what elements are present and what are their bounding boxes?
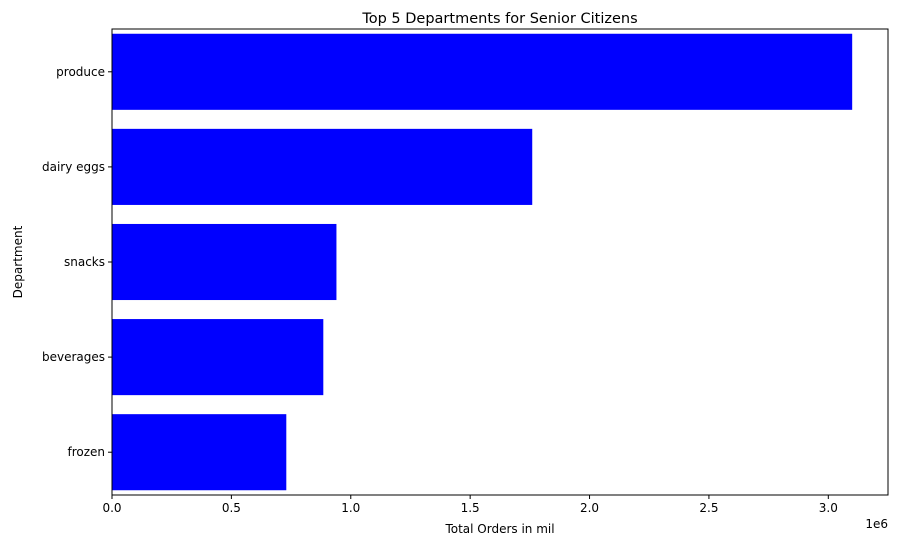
x-tick-label: 3.0 xyxy=(819,501,838,515)
x-tick-label: 1.5 xyxy=(461,501,480,515)
y-tick-label: dairy eggs xyxy=(42,160,105,174)
y-tick-label: produce xyxy=(56,65,105,79)
x-axis-ticks: 0.0 0.5 1.0 1.5 2.0 2.5 3.0 xyxy=(102,495,838,515)
y-tick-label: frozen xyxy=(67,445,105,459)
bar-snacks xyxy=(112,223,337,301)
x-tick-label: 2.5 xyxy=(699,501,718,515)
bar-beverages xyxy=(112,319,324,396)
y-tick-label: snacks xyxy=(64,255,105,269)
x-tick-label: 0.0 xyxy=(102,501,121,515)
x-tick-label: 1.0 xyxy=(341,501,360,515)
y-tick-label: beverages xyxy=(42,350,105,364)
bar-frozen xyxy=(112,414,287,491)
x-axis-offset-label: 1e6 xyxy=(865,517,888,531)
bar-dairy-eggs xyxy=(112,128,533,205)
y-axis-label: Department xyxy=(11,225,25,298)
x-axis-label: Total Orders in mil xyxy=(444,522,554,536)
x-tick-label: 2.0 xyxy=(580,501,599,515)
bars-group xyxy=(112,33,853,491)
x-tick-label: 0.5 xyxy=(222,501,241,515)
y-axis-ticks: produce dairy eggs snacks beverages frozen xyxy=(42,65,112,459)
bar-produce xyxy=(112,33,853,110)
chart-title: Top 5 Departments for Senior Citizens xyxy=(361,11,637,27)
